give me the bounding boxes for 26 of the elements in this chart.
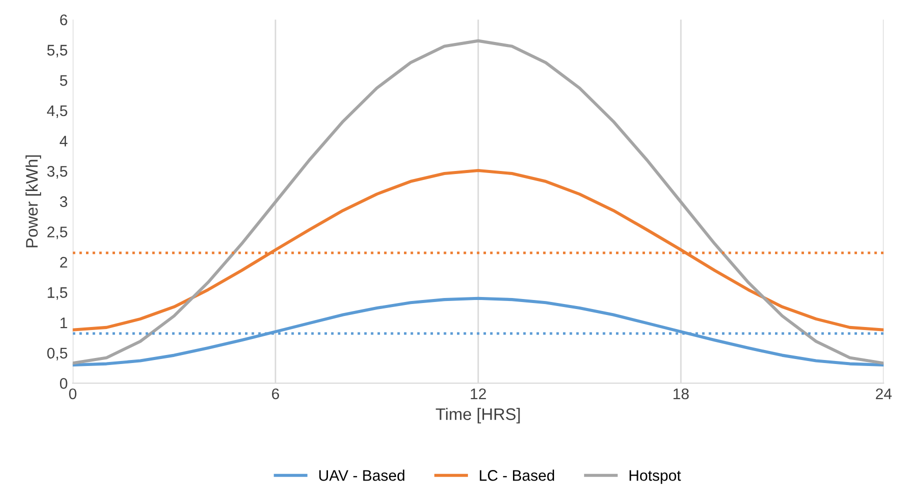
y-tick-label: 5,5 [47, 44, 68, 58]
legend-label: LC - Based [480, 470, 554, 481]
y-tick-label: 3,5 [47, 166, 68, 179]
x-tick-label: 0 [69, 388, 76, 400]
y-tick-label: 1,5 [48, 287, 68, 300]
y-tick-label: 6 [60, 14, 68, 26]
y-tick-label: 1 [60, 318, 68, 328]
legend-label: UAV - Based [319, 470, 404, 481]
legend-label: Hotspot [630, 470, 681, 484]
line-series [72, 39, 884, 365]
x-tick-label: 24 [876, 388, 892, 400]
y-tick-label: 0 [60, 378, 68, 389]
line-series [72, 296, 884, 367]
line-series [72, 168, 884, 332]
x-axis-title: Time [HRS] [436, 408, 520, 424]
y-tick-label: 5 [60, 75, 68, 86]
y-tick-label: 3 [60, 196, 68, 208]
y-tick-label: 4,5 [46, 106, 68, 118]
y-tick-label: 2 [60, 256, 68, 268]
y-tick-label: 2,5 [47, 226, 68, 240]
y-axis-title: Power [kWh] [26, 155, 42, 248]
x-tick-label: 12 [470, 388, 486, 400]
x-tick-label: 6 [272, 388, 280, 400]
y-tick-label: 4 [60, 136, 68, 146]
y-tick-label: 0,5 [47, 348, 68, 360]
x-tick-label: 18 [674, 388, 689, 400]
